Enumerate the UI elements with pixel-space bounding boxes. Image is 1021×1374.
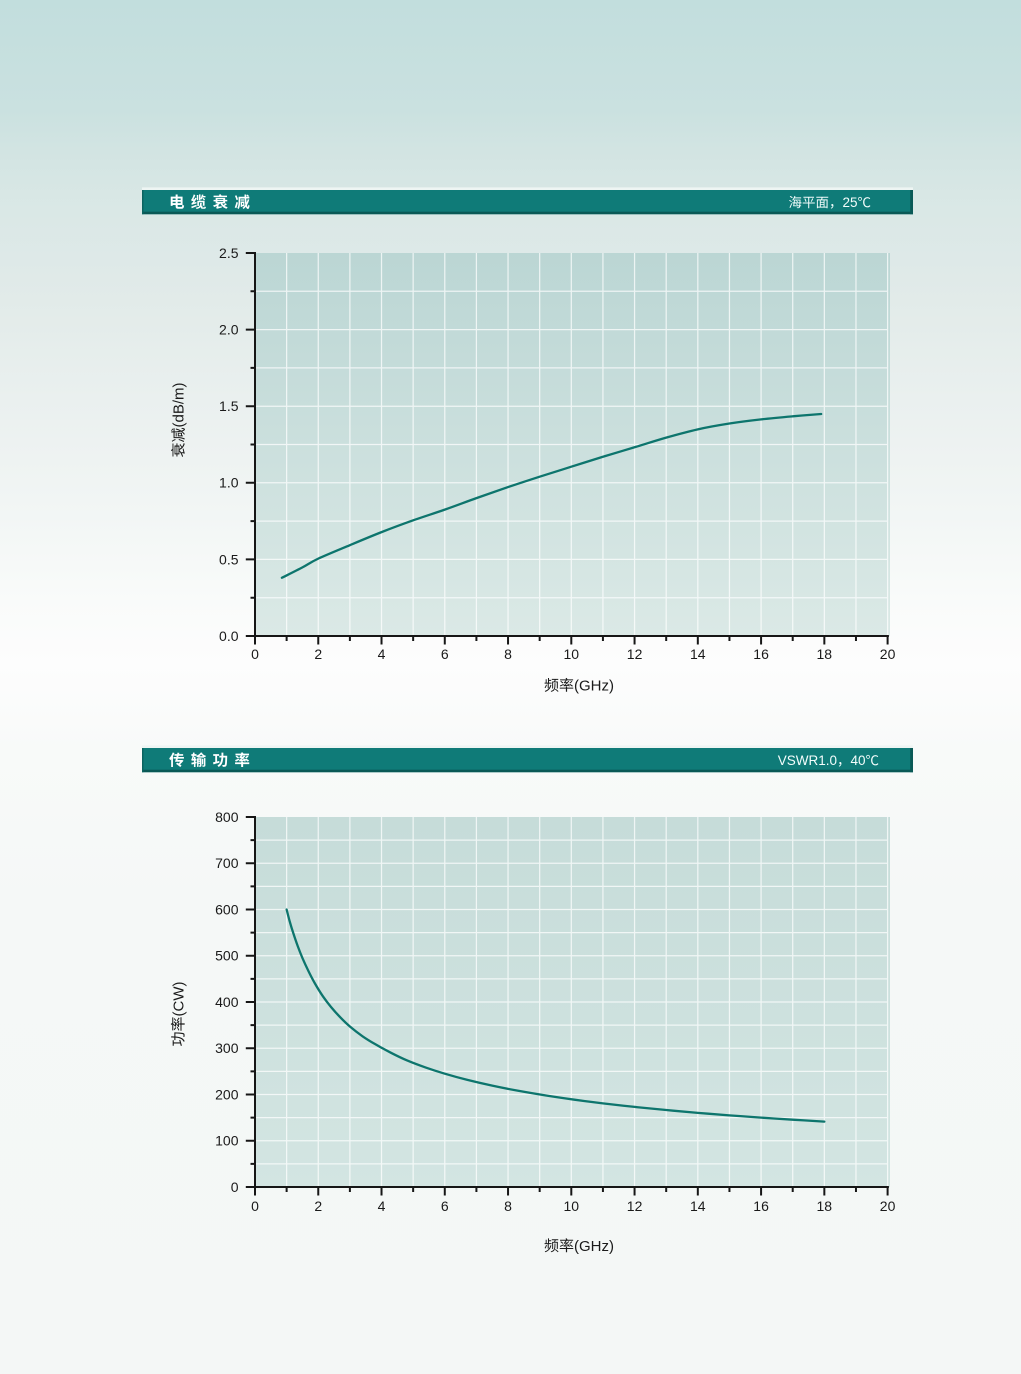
svg-text:200: 200: [215, 1086, 239, 1102]
svg-text:(dB/m): (dB/m): [171, 382, 188, 427]
svg-text:12: 12: [627, 646, 643, 662]
svg-text:0: 0: [231, 1179, 239, 1195]
svg-text:6: 6: [441, 646, 449, 662]
svg-text:2: 2: [314, 646, 322, 662]
svg-text:1.5: 1.5: [219, 398, 239, 414]
svg-text:400: 400: [215, 994, 239, 1010]
svg-text:6: 6: [441, 1198, 449, 1214]
svg-text:40: 40: [850, 753, 865, 768]
svg-text:100: 100: [215, 1133, 239, 1149]
svg-text:16: 16: [753, 646, 769, 662]
svg-text:18: 18: [817, 646, 833, 662]
svg-text:VSWR1.0: VSWR1.0: [778, 753, 837, 768]
svg-text:0.5: 0.5: [219, 551, 239, 567]
svg-text:600: 600: [215, 901, 239, 917]
svg-text:4: 4: [378, 646, 386, 662]
svg-text:14: 14: [690, 1198, 706, 1214]
svg-text:0: 0: [251, 1198, 259, 1214]
svg-text:(GHz): (GHz): [574, 1238, 614, 1255]
svg-text:1.0: 1.0: [219, 475, 239, 491]
svg-text:300: 300: [215, 1040, 239, 1056]
svg-text:0.0: 0.0: [219, 628, 239, 644]
svg-text:20: 20: [880, 646, 896, 662]
svg-text:16: 16: [753, 1198, 769, 1214]
svg-text:0: 0: [251, 646, 259, 662]
svg-text:500: 500: [215, 948, 239, 964]
svg-text:10: 10: [564, 646, 580, 662]
svg-text:8: 8: [504, 1198, 512, 1214]
svg-text:12: 12: [627, 1198, 643, 1214]
svg-text:800: 800: [215, 809, 239, 825]
svg-text:(CW): (CW): [171, 982, 188, 1017]
svg-text:(GHz): (GHz): [574, 678, 614, 695]
svg-text:2.0: 2.0: [219, 322, 239, 338]
svg-text:10: 10: [564, 1198, 580, 1214]
svg-text:2.5: 2.5: [219, 245, 239, 261]
svg-text:14: 14: [690, 646, 706, 662]
svg-text:18: 18: [817, 1198, 833, 1214]
svg-text:4: 4: [378, 1198, 386, 1214]
svg-text:2: 2: [314, 1198, 322, 1214]
svg-text:25: 25: [842, 195, 857, 210]
svg-text:8: 8: [504, 646, 512, 662]
svg-text:700: 700: [215, 855, 239, 871]
svg-text:20: 20: [880, 1198, 896, 1214]
